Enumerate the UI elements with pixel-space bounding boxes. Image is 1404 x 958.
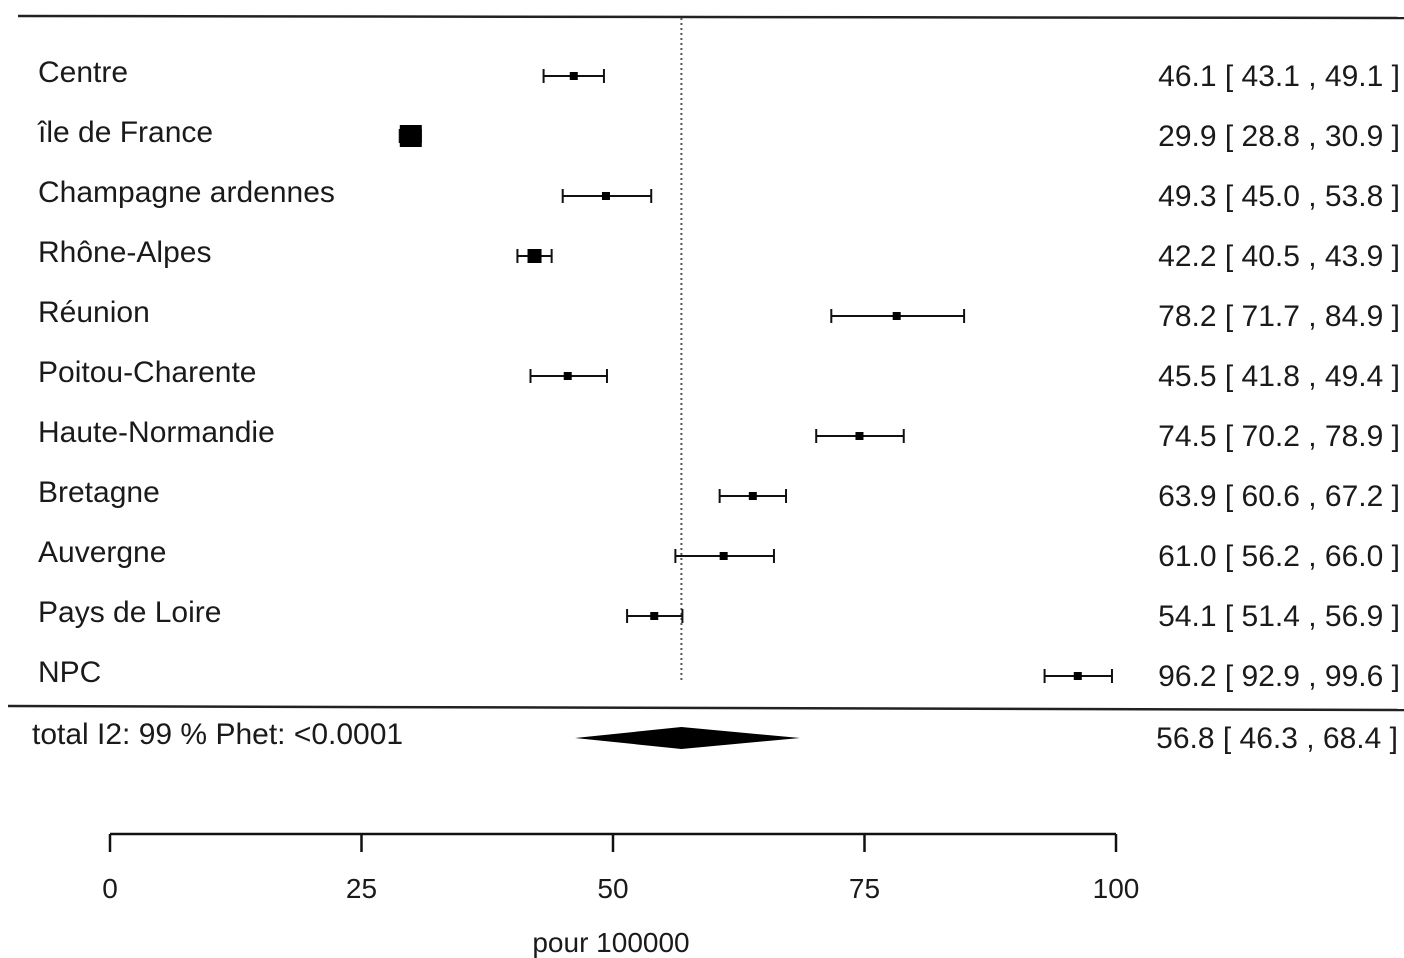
ci-value-text: 78.2 [ 71.7 , 84.9 ] — [1158, 300, 1400, 333]
ci-value-text: 49.3 [ 45.0 , 53.8 ] — [1158, 180, 1400, 213]
summary-ci-value-text: 56.8 [ 46.3 , 68.4 ] — [1156, 722, 1398, 755]
point-estimate — [399, 125, 422, 147]
point-estimate — [855, 432, 864, 440]
study-row: Poitou-Charente 45.5 [ 41.8 , 49.4 ] — [38, 356, 1400, 393]
study-row: Réunion 78.2 [ 71.7 , 84.9 ] — [38, 296, 1400, 333]
ci-value-text: 63.9 [ 60.6 , 67.2 ] — [1158, 480, 1400, 513]
study-label: Haute-Normandie — [38, 416, 275, 449]
point-estimate — [1073, 672, 1082, 680]
ci-value-text: 29.9 [ 28.8 , 30.9 ] — [1158, 120, 1400, 153]
study-label: Centre — [38, 56, 128, 89]
study-row: île de France 29.9 [ 28.8 , 30.9 ] — [37, 116, 1400, 153]
x-tick-label: 25 — [346, 873, 377, 904]
study-label: Bretagne — [38, 476, 160, 509]
study-row: Pays de Loire 54.1 [ 51.4 , 56.9 ] — [38, 596, 1400, 633]
point-estimate — [719, 552, 728, 560]
point-estimate — [601, 192, 610, 200]
ci-value-text: 45.5 [ 41.8 , 49.4 ] — [1158, 360, 1400, 393]
study-label: Champagne ardennes — [38, 176, 335, 209]
ci-value-text: 54.1 [ 51.4 , 56.9 ] — [1158, 600, 1400, 633]
ci-value-text: 46.1 [ 43.1 , 49.1 ] — [1158, 60, 1400, 93]
point-estimate — [569, 72, 578, 80]
ci-value-text: 74.5 [ 70.2 , 78.9 ] — [1158, 420, 1400, 453]
ci-value-text: 96.2 [ 92.9 , 99.6 ] — [1158, 660, 1400, 693]
point-estimate — [563, 372, 572, 380]
x-axis-label: pour 100000 — [532, 927, 689, 958]
ci-value-text: 61.0 [ 56.2 , 66.0 ] — [1158, 540, 1400, 573]
study-label: Pays de Loire — [38, 596, 221, 629]
study-label: Auvergne — [38, 536, 166, 569]
study-row: Haute-Normandie 74.5 [ 70.2 , 78.9 ] — [38, 416, 1400, 453]
x-tick-label: 100 — [1093, 873, 1140, 904]
point-estimate — [650, 612, 659, 620]
point-estimate — [748, 492, 757, 500]
study-row: Auvergne 61.0 [ 56.2 , 66.0 ] — [38, 536, 1400, 573]
summary-separator-line — [7, 704, 1404, 712]
point-estimate — [527, 249, 542, 263]
study-row: NPC 96.2 [ 92.9 , 99.6 ] — [38, 656, 1400, 693]
summary-label: total I2: 99 % Phet: <0.0001 — [32, 718, 403, 751]
point-estimate — [892, 312, 901, 320]
study-row: Centre 46.1 [ 43.1 , 49.1 ] — [38, 56, 1400, 93]
x-tick-label: 50 — [597, 873, 628, 904]
study-rows: Centre 46.1 [ 43.1 , 49.1 ] île de France 2… — [37, 56, 1400, 693]
study-row: Rhône-Alpes 42.2 [ 40.5 , 43.9 ] — [38, 236, 1400, 273]
x-tick-label: 0 — [102, 873, 118, 904]
summary-diamond — [575, 727, 800, 749]
summary-row: total I2: 99 % Phet: <0.0001 56.8 [ 46.3 … — [32, 718, 1398, 755]
ci-value-text: 42.2 [ 40.5 , 43.9 ] — [1158, 240, 1400, 273]
study-label: Rhône-Alpes — [38, 236, 211, 269]
x-tick-label: 75 — [849, 873, 880, 904]
study-label: NPC — [38, 656, 101, 689]
x-axis: 0 25 50 75 100 — [102, 832, 1140, 904]
study-row: Bretagne 63.9 [ 60.6 , 67.2 ] — [38, 476, 1400, 513]
study-label: île de France — [37, 116, 213, 149]
study-label: Poitou-Charente — [38, 356, 256, 389]
top-border-line — [17, 14, 1404, 20]
study-row: Champagne ardennes 49.3 [ 45.0 , 53.8 ] — [38, 176, 1400, 213]
study-label: Réunion — [38, 296, 150, 329]
